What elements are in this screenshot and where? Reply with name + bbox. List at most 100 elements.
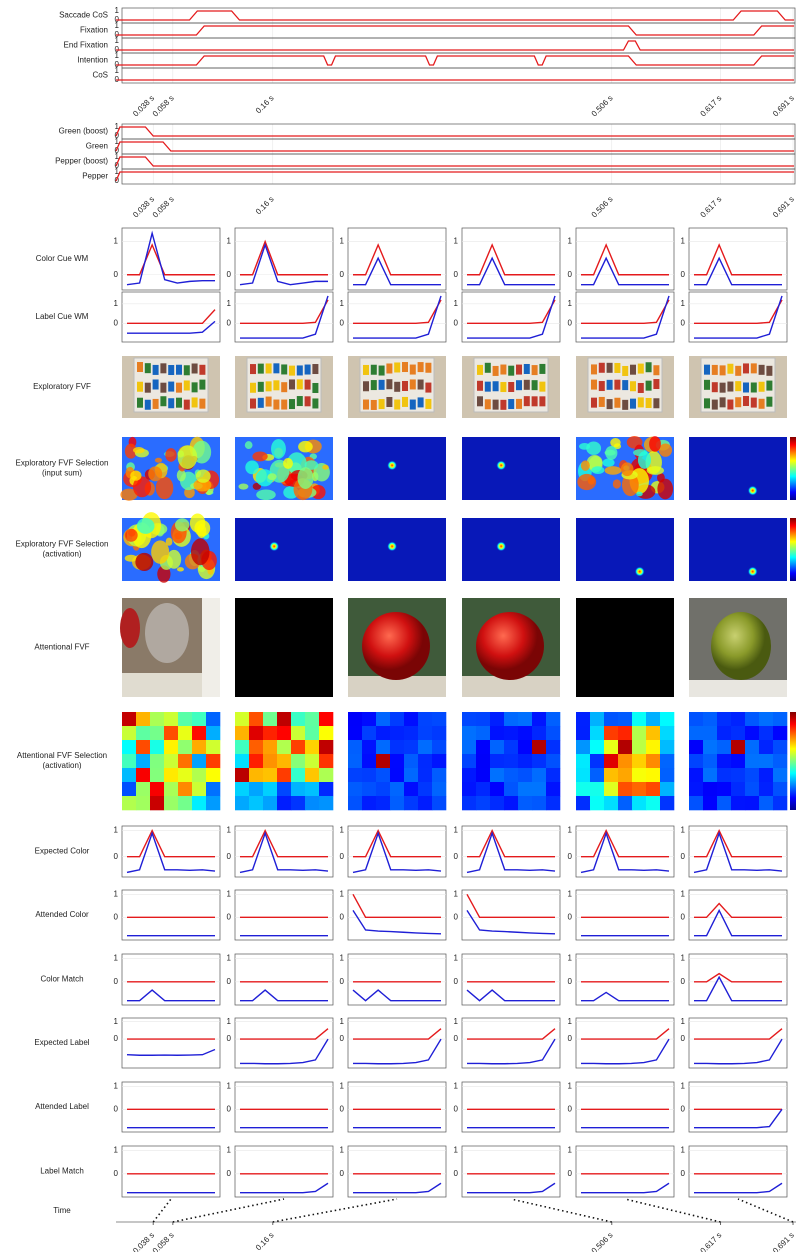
series-line bbox=[694, 833, 782, 872]
heat-spot bbox=[269, 541, 279, 551]
product bbox=[402, 381, 408, 391]
series-line bbox=[353, 894, 441, 917]
row-label: Label Match bbox=[40, 1167, 84, 1176]
series-line bbox=[581, 245, 669, 275]
product bbox=[199, 380, 205, 390]
product bbox=[524, 364, 530, 374]
time-tick-label: 0.691 s bbox=[771, 94, 796, 119]
product bbox=[402, 362, 408, 372]
heat-cell bbox=[362, 740, 376, 754]
panel-frame bbox=[348, 228, 446, 290]
product bbox=[305, 396, 311, 406]
product bbox=[386, 379, 392, 389]
product bbox=[418, 362, 424, 372]
y-tick-label: 0 bbox=[568, 1169, 573, 1178]
series-line bbox=[467, 990, 555, 1001]
heat-cell bbox=[305, 754, 319, 768]
series-line bbox=[694, 258, 782, 285]
shelf bbox=[689, 680, 787, 697]
heat-cell bbox=[235, 726, 249, 740]
series-line bbox=[353, 245, 441, 275]
time-connector bbox=[511, 1199, 612, 1222]
heat-cell bbox=[178, 726, 192, 740]
heat-cell bbox=[390, 796, 404, 810]
heat-cell bbox=[773, 782, 787, 796]
heat-cell bbox=[618, 782, 632, 796]
heat-cell bbox=[745, 796, 759, 810]
heat-cell bbox=[532, 726, 546, 740]
series-label: Intention bbox=[77, 56, 108, 65]
y-tick-label: 0 bbox=[114, 318, 119, 327]
product bbox=[305, 380, 311, 390]
y-tick-label: 0 bbox=[227, 852, 232, 861]
product bbox=[508, 382, 514, 392]
y-tick-label: 0 bbox=[340, 912, 345, 921]
product bbox=[493, 400, 499, 410]
heat-cell bbox=[319, 712, 333, 726]
y-tick-label: 1 bbox=[681, 826, 686, 835]
heat-cell bbox=[418, 754, 432, 768]
heat-cell bbox=[249, 782, 263, 796]
heat-cell bbox=[546, 782, 560, 796]
heat-cell bbox=[518, 768, 532, 782]
product bbox=[720, 365, 726, 375]
series-line bbox=[240, 245, 328, 285]
heat-cell bbox=[618, 796, 632, 810]
product bbox=[743, 363, 749, 373]
product bbox=[607, 363, 613, 373]
heat-cell bbox=[305, 796, 319, 810]
heat-cell bbox=[576, 796, 590, 810]
heat-cell bbox=[632, 740, 646, 754]
heat-cell bbox=[263, 712, 277, 726]
product bbox=[305, 365, 311, 375]
series-line bbox=[467, 258, 555, 285]
heat-bg bbox=[689, 518, 787, 581]
series-line bbox=[694, 1183, 782, 1192]
y-tick-label: 1 bbox=[568, 953, 573, 962]
heat-cell bbox=[192, 726, 206, 740]
product bbox=[591, 398, 597, 408]
product bbox=[371, 380, 377, 390]
y-tick-label: 1 bbox=[114, 1081, 119, 1090]
series-line bbox=[240, 990, 328, 1001]
heat-cell bbox=[618, 768, 632, 782]
heat-cell bbox=[206, 726, 220, 740]
heat-cell bbox=[390, 768, 404, 782]
heat-cell bbox=[731, 754, 745, 768]
heat-cell bbox=[576, 754, 590, 768]
product bbox=[524, 396, 530, 406]
row-frame bbox=[122, 169, 795, 184]
product bbox=[532, 396, 538, 406]
heat-cell bbox=[136, 754, 150, 768]
heat-cell bbox=[476, 782, 490, 796]
heat-cell bbox=[660, 740, 674, 754]
heat-cell bbox=[532, 740, 546, 754]
y-tick-label: 1 bbox=[681, 1145, 686, 1154]
series-label: Pepper bbox=[82, 172, 108, 181]
product bbox=[500, 365, 506, 375]
heat-blob bbox=[165, 448, 176, 462]
time-tick-label: 0.16 s bbox=[254, 1231, 276, 1252]
y-tick-label: 1 bbox=[227, 237, 232, 246]
y-tick-label: 1 bbox=[454, 237, 459, 246]
series-line bbox=[467, 245, 555, 275]
product bbox=[735, 381, 741, 391]
heat-cell bbox=[291, 754, 305, 768]
series-line bbox=[581, 833, 669, 872]
heat-blob bbox=[322, 465, 329, 470]
photo bbox=[122, 356, 220, 418]
series-line bbox=[581, 1029, 669, 1039]
photo bbox=[576, 598, 674, 697]
heat-cell bbox=[504, 712, 518, 726]
heat-cell bbox=[759, 796, 773, 810]
product bbox=[607, 399, 613, 409]
heat-cell bbox=[249, 712, 263, 726]
series-label: CoS bbox=[92, 71, 108, 80]
product bbox=[720, 397, 726, 407]
product bbox=[743, 396, 749, 406]
series-line bbox=[127, 831, 215, 857]
y-tick-label: 0 bbox=[227, 1169, 232, 1178]
row-label: Exploratory FVF Selection bbox=[16, 459, 109, 468]
series-line bbox=[353, 1029, 441, 1039]
heat-cell bbox=[759, 782, 773, 796]
